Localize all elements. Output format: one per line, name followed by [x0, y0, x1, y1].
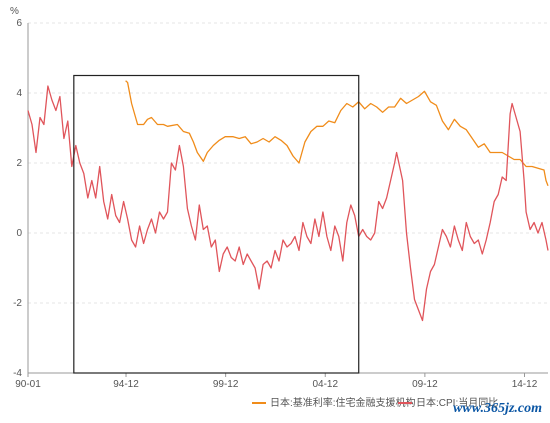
y-tick-label: 6 — [16, 18, 22, 29]
legend-label: 日本:CPI:当月同比 — [416, 396, 498, 409]
series-line-1 — [125, 80, 549, 187]
grid-lines — [28, 22, 548, 304]
x-axis-ticks: 90-01 94-12 99-12 04-12 09-12 14-12 — [15, 373, 538, 390]
annotation-box — [73, 74, 360, 374]
y-tick-label: 0 — [16, 228, 22, 239]
x-tick-label: 94-12 — [113, 379, 139, 390]
series-line-2 — [27, 85, 549, 322]
y-axis-ticks: -4 -2 0 2 4 6 — [13, 18, 22, 379]
y-tick-label: -4 — [13, 368, 22, 379]
y-axis-unit-label: % — [10, 6, 19, 17]
legend-entry-1: 日本:基准利率:住宅金融支援机构 — [252, 396, 416, 409]
series-lines — [27, 80, 549, 322]
x-tick-label: 99-12 — [213, 379, 239, 390]
y-tick-label: 4 — [16, 88, 22, 99]
legend-entry-2: 日本:CPI:当月同比 — [398, 396, 498, 409]
legend-label: 日本:基准利率:住宅金融支援机构 — [270, 396, 416, 409]
y-tick-label: -2 — [13, 298, 22, 309]
x-tick-label: 04-12 — [312, 379, 338, 390]
watermark-text: www.365jz.com — [453, 401, 542, 416]
legend: 日本:基准利率:住宅金融支援机构 日本:CPI:当月同比 — [252, 396, 498, 409]
x-tick-label: 09-12 — [412, 379, 438, 390]
y-tick-label: 2 — [16, 158, 22, 169]
x-tick-label: 90-01 — [15, 379, 41, 390]
x-tick-label: 14-12 — [512, 379, 538, 390]
